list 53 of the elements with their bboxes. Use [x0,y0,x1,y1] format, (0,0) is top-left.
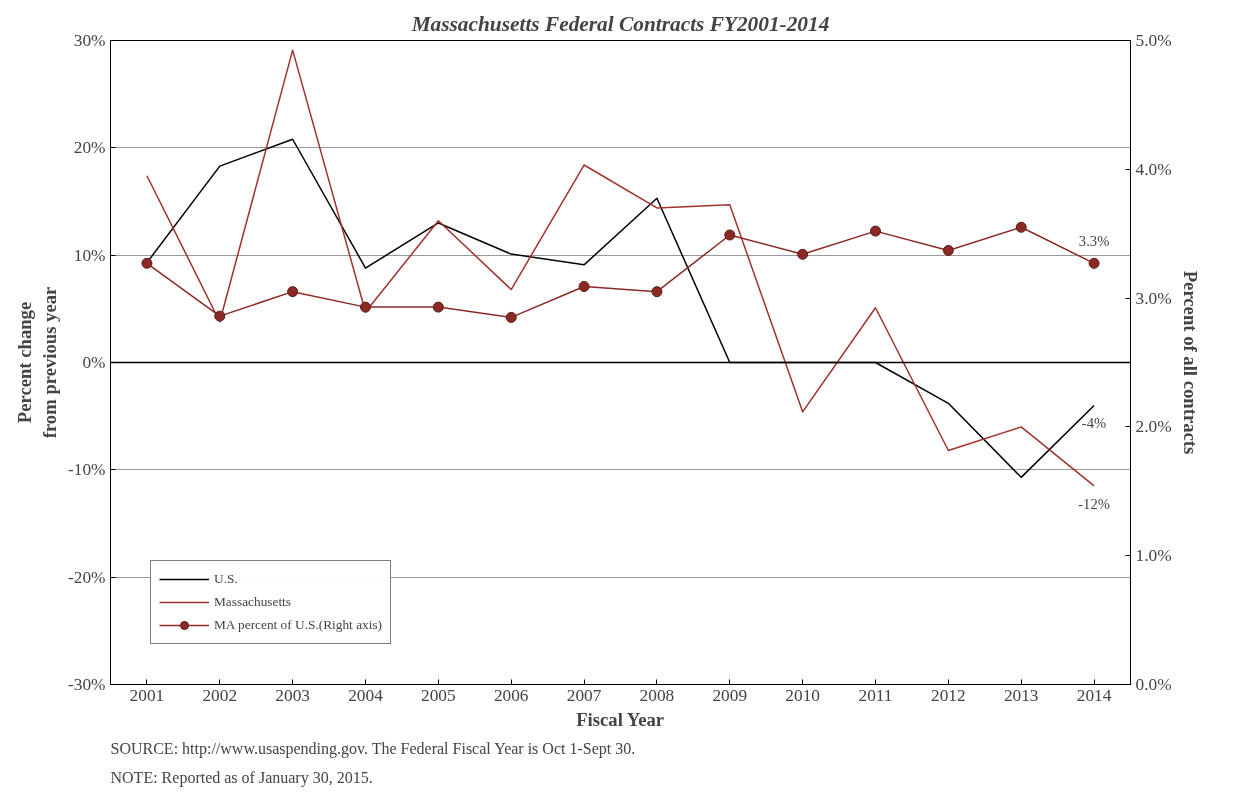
x-tick-label: 2014 [1076,685,1112,705]
source-note: SOURCE: http://www.usaspending.gov. The Federal Fiscal Year is Oct 1-Sept 30. [110,739,636,758]
y2-tick-label: 2.0% [1135,417,1172,437]
y-tick-label: -30% [67,675,106,694]
legend-label: MA percent of U.S.(Right axis) [214,617,383,633]
y2-axis-title: Percent of all contracts [1179,270,1201,455]
x-tick-label: 2003 [275,685,310,705]
y-tick-label: -10% [67,460,106,480]
x-tick-label: 2006 [493,685,529,705]
point [797,248,809,260]
x-tick-label: 2001 [129,685,165,705]
x-tick-label: 2002 [202,685,238,705]
chart-title: Massachusetts Federal Contracts FY2001-2014 [410,11,830,36]
point [432,301,444,313]
data-label: 3.3% [1078,233,1110,250]
x-axis-title: Fiscal Year [576,708,665,730]
x-tick-label: 2010 [785,685,820,705]
x-tick-label: 2004 [348,685,384,705]
y-tick-label: 0% [82,353,106,372]
point [1088,257,1100,269]
y-tick-label: -20% [67,567,106,587]
x-tick-label: 2011 [858,685,893,705]
y2-tick-label: 0.0% [1135,675,1172,694]
legend-label: Massachusetts [214,594,291,610]
point [942,244,954,256]
legend-label: U.S. [214,571,238,587]
y-tick-label: 20% [73,138,106,158]
x-tick-label: 2012 [931,685,966,705]
y2-tick-label: 4.0% [1135,159,1172,179]
x-tick-label: 2007 [566,685,602,705]
point [651,286,663,298]
y2-tick-label: 1.0% [1135,546,1172,566]
data-label: -4% [1081,415,1107,432]
point [214,310,226,322]
y-tick-label: 10% [73,245,106,265]
point [724,229,736,241]
point [1015,221,1027,233]
point [505,311,517,323]
point [870,225,881,237]
data-label: -12% [1078,495,1110,512]
x-tick-label: 2005 [421,685,456,705]
y-tick-label: 30% [73,31,106,50]
point [141,257,153,269]
text: NOTE: Reported as of January 30, 2015. [110,768,373,787]
y-axis-title: Percent change from previous year [13,286,60,439]
point [287,286,299,298]
y2-tick-label: 3.0% [1135,288,1172,308]
x-tick-label: 2008 [639,685,675,705]
x-tick-label: 2013 [1003,685,1039,705]
point [360,301,371,313]
point [578,281,590,292]
y2-tick-label: 5.0% [1135,31,1172,50]
x-tick-label: 2009 [712,685,748,705]
